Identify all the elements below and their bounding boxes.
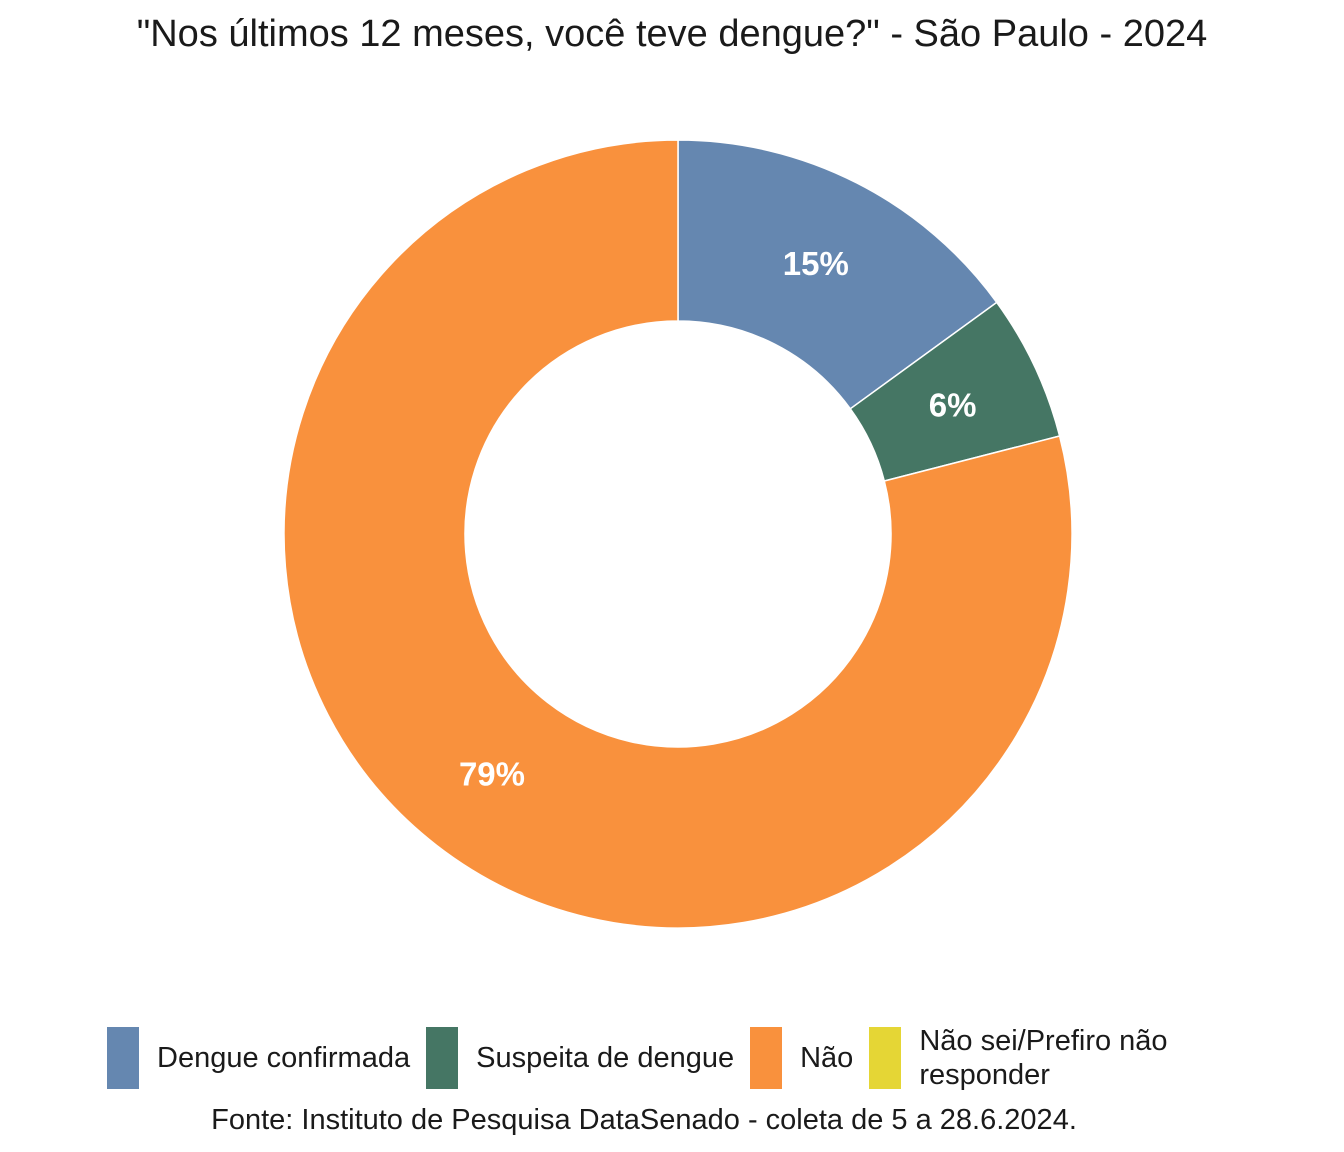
legend-swatch-nao-sei xyxy=(869,1027,902,1089)
slice-labels: 15% 6% 79% xyxy=(459,245,977,792)
legend-label-dengue-confirmada: Dengue confirmada xyxy=(157,1042,411,1074)
legend-swatch-dengue-confirmada xyxy=(107,1027,139,1089)
slice-nao xyxy=(283,139,1073,929)
slice-label-nao: 79% xyxy=(459,755,525,792)
legend-swatch-nao xyxy=(750,1027,783,1089)
legend-swatch-suspeita-de-dengue xyxy=(426,1027,459,1089)
legend-item-dengue-confirmada: Dengue confirmada xyxy=(107,1027,410,1089)
slice-dengue-confirmada xyxy=(677,139,998,410)
chart-caption: Fonte: Instituto de Pesquisa DataSenado … xyxy=(211,1104,1077,1136)
donut-slices xyxy=(283,139,1073,929)
slice-label-suspeita-de-dengue: 6% xyxy=(929,386,977,423)
chart-title: "Nos últimos 12 meses, você teve dengue?… xyxy=(136,13,1208,55)
legend-item-nao-sei: Não sei/Prefiro não responder xyxy=(869,1024,1209,1092)
legend-item-nao: Não xyxy=(750,1027,853,1089)
slice-label-dengue-confirmada: 15% xyxy=(783,245,849,282)
legend: Dengue confirmada Suspeita de dengue Não… xyxy=(107,1024,1225,1092)
legend-label-nao: Não xyxy=(800,1042,854,1074)
donut-chart: 15% 6% 79% xyxy=(283,139,1073,929)
legend-label-suspeita-de-dengue: Suspeita de dengue xyxy=(476,1042,735,1074)
legend-item-suspeita-de-dengue: Suspeita de dengue xyxy=(426,1027,734,1089)
legend-label-nao-sei: Não sei/Prefiro não responder xyxy=(919,1025,1168,1091)
